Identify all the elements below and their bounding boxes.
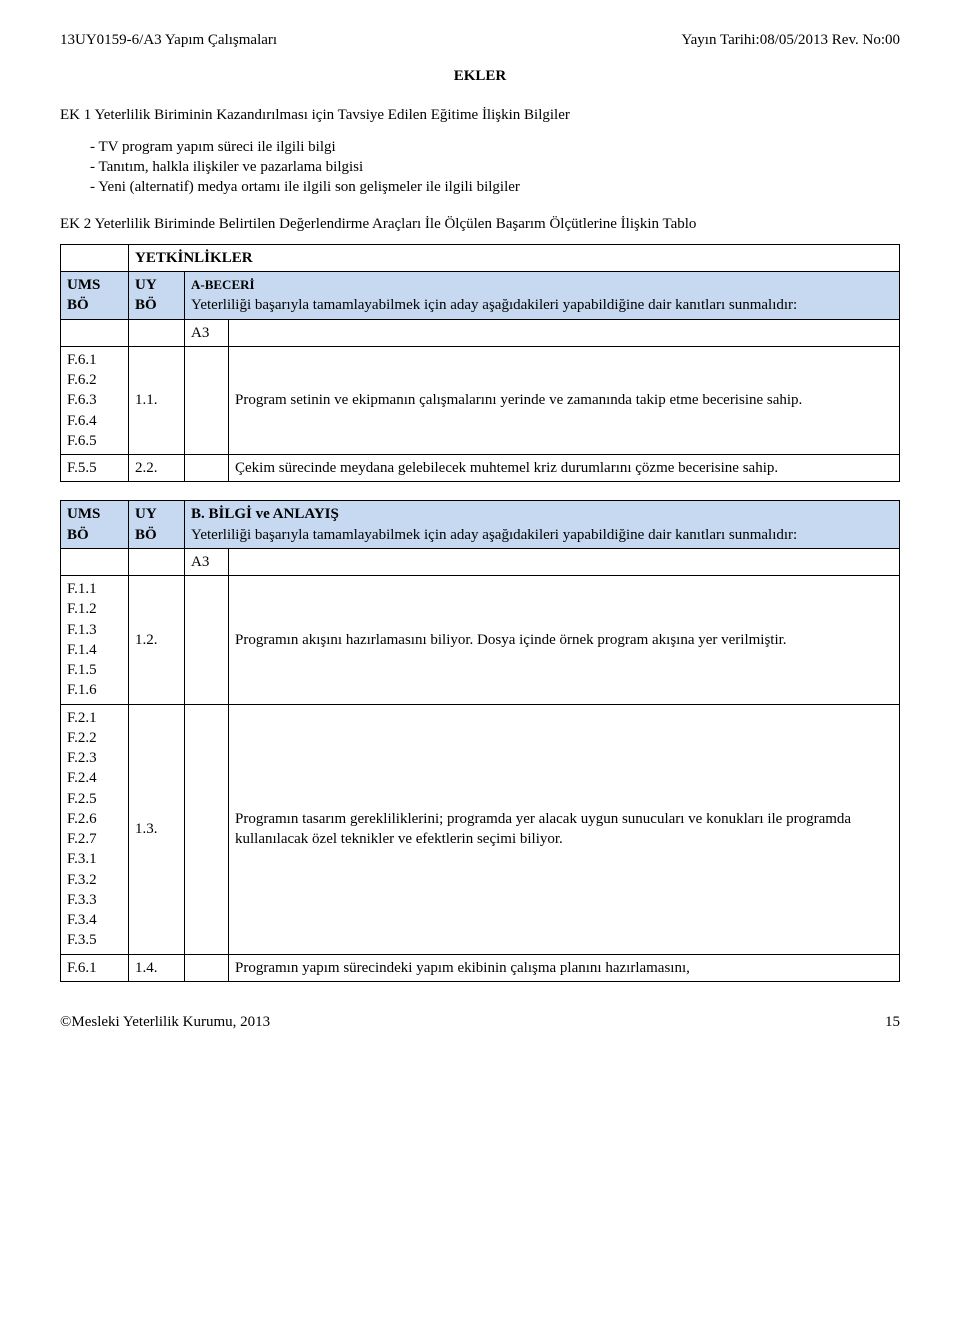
uy-header: UY BÖ (129, 501, 185, 549)
ums-cell: F.1.1 F.1.2 F.1.3 F.1.4 F.1.5 F.1.6 (61, 576, 129, 705)
ums-header: UMS BÖ (61, 272, 129, 320)
ek1-title: EK 1 Yeterlilik Biriminin Kazandırılması… (60, 105, 900, 125)
header-left: 13UY0159-6/A3 Yapım Çalışmaları (60, 30, 277, 50)
uy-cell: 1.2. (129, 576, 185, 705)
ek1-list: TV program yapım süreci ile ilgili bilgi… (60, 137, 900, 198)
abeceri-header: A-BECERİ Yeterliliği başarıyla tamamlaya… (185, 272, 900, 320)
ums-cell: F.2.1 F.2.2 F.2.3 F.2.4 F.2.5 F.2.6 F.2.… (61, 704, 129, 954)
uy-cell: 2.2. (129, 455, 185, 482)
a3-cell: A3 (185, 548, 229, 575)
table-row: F.2.1 F.2.2 F.2.3 F.2.4 F.2.5 F.2.6 F.2.… (61, 704, 900, 954)
uy-cell: 1.1. (129, 346, 185, 454)
bbilgi-label: B. BİLGİ ve ANLAYIŞ (191, 506, 339, 522)
footer-right: 15 (885, 1012, 900, 1032)
ekler-title: EKLER (60, 66, 900, 86)
ums-cell: F.5.5 (61, 455, 129, 482)
uy-header: UY BÖ (129, 272, 185, 320)
uy-cell: 1.4. (129, 954, 185, 981)
page-footer: ©Mesleki Yeterlilik Kurumu, 2013 15 (60, 1012, 900, 1032)
table-a: YETKİNLİKLER UMS BÖ UY BÖ A-BECERİ Yeter… (60, 244, 900, 483)
text-cell: Programın akışını hazırlamasını biliyor.… (229, 576, 900, 705)
ek1-item: Yeni (alternatif) medya ortamı ile ilgil… (90, 177, 900, 197)
text-cell: Programın yapım sürecindeki yapım ekibin… (229, 954, 900, 981)
bbilgi-desc: Yeterliliği başarıyla tamamlayabilmek iç… (191, 527, 797, 543)
a3-cell: A3 (185, 319, 229, 346)
bbilgi-header: B. BİLGİ ve ANLAYIŞ Yeterliliği başarıyl… (185, 501, 900, 549)
yetkinlikler-cell: YETKİNLİKLER (129, 244, 900, 271)
table-a-yetk-row: YETKİNLİKLER (61, 244, 900, 271)
ums-header: UMS BÖ (61, 501, 129, 549)
text-cell: Çekim sürecinde meydana gelebilecek muht… (229, 455, 900, 482)
header-right: Yayın Tarihi:08/05/2013 Rev. No:00 (681, 30, 900, 50)
ums-cell: F.6.1 F.6.2 F.6.3 F.6.4 F.6.5 (61, 346, 129, 454)
table-a-a3-row: A3 (61, 319, 900, 346)
text-cell: Programın tasarım gerekliliklerini; prog… (229, 704, 900, 954)
ek2-title: EK 2 Yeterlilik Biriminde Belirtilen Değ… (60, 214, 900, 234)
table-row: F.6.1 F.6.2 F.6.3 F.6.4 F.6.5 1.1. Progr… (61, 346, 900, 454)
ums-cell: F.6.1 (61, 954, 129, 981)
table-b: UMS BÖ UY BÖ B. BİLGİ ve ANLAYIŞ Yeterli… (60, 500, 900, 982)
abeceri-label: A-BECERİ (191, 277, 255, 292)
table-row: F.5.5 2.2. Çekim sürecinde meydana geleb… (61, 455, 900, 482)
footer-left: ©Mesleki Yeterlilik Kurumu, 2013 (60, 1012, 270, 1032)
uy-cell: 1.3. (129, 704, 185, 954)
abeceri-desc: Yeterliliği başarıyla tamamlayabilmek iç… (191, 297, 797, 313)
table-a-header-row: UMS BÖ UY BÖ A-BECERİ Yeterliliği başarı… (61, 272, 900, 320)
table-b-header-row: UMS BÖ UY BÖ B. BİLGİ ve ANLAYIŞ Yeterli… (61, 501, 900, 549)
text-cell: Program setinin ve ekipmanın çalışmaları… (229, 346, 900, 454)
table-b-a3-row: A3 (61, 548, 900, 575)
table-row: F.1.1 F.1.2 F.1.3 F.1.4 F.1.5 F.1.6 1.2.… (61, 576, 900, 705)
page-header: 13UY0159-6/A3 Yapım Çalışmaları Yayın Ta… (60, 30, 900, 50)
ek1-item: Tanıtım, halkla ilişkiler ve pazarlama b… (90, 157, 900, 177)
table-row: F.6.1 1.4. Programın yapım sürecindeki y… (61, 954, 900, 981)
ek1-item: TV program yapım süreci ile ilgili bilgi (90, 137, 900, 157)
